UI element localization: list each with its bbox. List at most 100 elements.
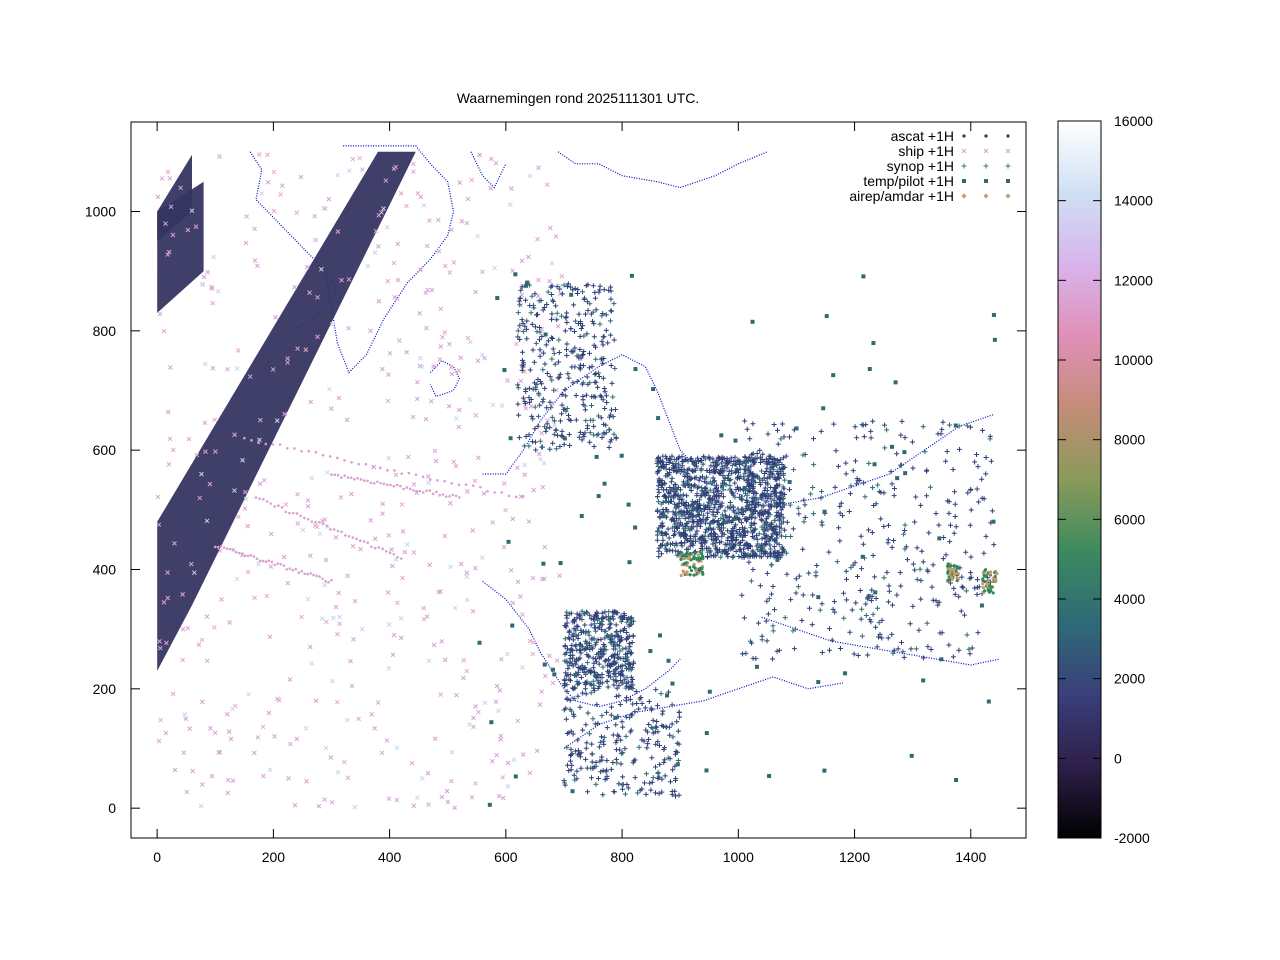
synop-point [802, 515, 808, 521]
synop-point [720, 456, 726, 462]
synop-point [520, 328, 526, 334]
colorbar-tick-label: 12000 [1114, 272, 1153, 288]
synop-point [763, 480, 769, 486]
synop-point [570, 686, 576, 692]
synop-point [587, 612, 593, 618]
synop-point [671, 468, 677, 474]
synop-point [567, 656, 573, 662]
ship-point [419, 776, 425, 781]
synop-point [871, 502, 877, 508]
synop-point [889, 544, 895, 550]
ship-track-point [246, 554, 250, 558]
synop-point [737, 475, 743, 481]
ship-point [391, 260, 397, 266]
synop-point [668, 494, 674, 500]
synop-point [585, 307, 591, 313]
ship-track-point [340, 530, 343, 534]
temp-pilot-point [558, 561, 563, 566]
synop-point [933, 598, 939, 604]
ship-track-point [306, 517, 310, 521]
airep-amdar-point [688, 551, 693, 556]
synop-point [894, 451, 900, 457]
synop-point [576, 311, 582, 317]
synop-point [759, 536, 765, 542]
synop-point [590, 655, 596, 661]
synop-point [727, 500, 733, 506]
ship-point [281, 554, 287, 560]
synop-point [599, 338, 605, 344]
synop-point [661, 464, 667, 470]
ship-track-point [336, 473, 340, 477]
ship-track-point [261, 559, 265, 563]
synop-point [676, 741, 682, 747]
legend-marker [962, 179, 966, 183]
synop-point [974, 592, 980, 598]
synop-point [744, 478, 750, 484]
synop-point [617, 648, 623, 654]
synop-point [716, 470, 722, 476]
synop-point [741, 466, 747, 472]
ship-point [394, 797, 400, 803]
airep-amdar-point [692, 573, 696, 577]
ship-track-point [355, 537, 358, 541]
ship-point [547, 278, 552, 284]
ship-point [500, 775, 506, 780]
synop-point [760, 451, 766, 457]
ship-point [225, 790, 231, 796]
ship-point [482, 355, 487, 361]
synop-point [910, 603, 916, 609]
synop-point [770, 656, 776, 662]
ship-point [539, 689, 545, 695]
synop-point [771, 467, 777, 473]
synop-point [963, 588, 969, 594]
synop-point [800, 592, 806, 598]
synop-point [536, 413, 542, 419]
ship-point [496, 793, 502, 799]
synop-point [692, 467, 698, 473]
legend-marker [983, 163, 989, 169]
synop-point [976, 584, 982, 590]
synop-point [549, 291, 555, 297]
synop-point [910, 465, 916, 471]
ship-track-point [325, 524, 329, 528]
temp-pilot-point [816, 595, 821, 600]
synop-point [553, 446, 559, 452]
ship-point [334, 699, 340, 705]
ship-point [242, 489, 248, 495]
synop-point [742, 454, 748, 460]
ship-point [440, 334, 445, 340]
ship-point [168, 365, 173, 370]
temp-pilot-point [542, 662, 547, 667]
ship-point [273, 314, 278, 320]
airep-amdar-point [953, 572, 957, 576]
ship-track-point [297, 571, 301, 575]
synop-point [692, 482, 698, 488]
ship-point [215, 288, 221, 294]
synop-point [799, 617, 805, 623]
synop-point [566, 768, 572, 774]
synop-point [729, 519, 735, 525]
synop-point [623, 714, 629, 720]
ship-track-point [336, 529, 340, 533]
synop-point [579, 437, 585, 443]
synop-point [574, 615, 580, 621]
synop-point [649, 779, 655, 785]
temp-pilot-point [543, 332, 548, 337]
synop-point [619, 719, 625, 725]
synop-point [770, 628, 776, 634]
synop-point [731, 507, 737, 513]
ship-point [186, 436, 192, 442]
synop-point [631, 758, 637, 764]
synop-point [774, 427, 780, 433]
synop-point [778, 436, 784, 442]
synop-point [752, 509, 758, 515]
synop-point [608, 712, 614, 718]
synop-point [875, 634, 881, 640]
synop-point [566, 432, 572, 438]
ship-point [339, 277, 344, 283]
synop-point [763, 525, 769, 531]
ship-point [469, 177, 474, 183]
synop-point [793, 576, 799, 582]
synop-point [711, 526, 717, 532]
synop-point [672, 531, 678, 537]
